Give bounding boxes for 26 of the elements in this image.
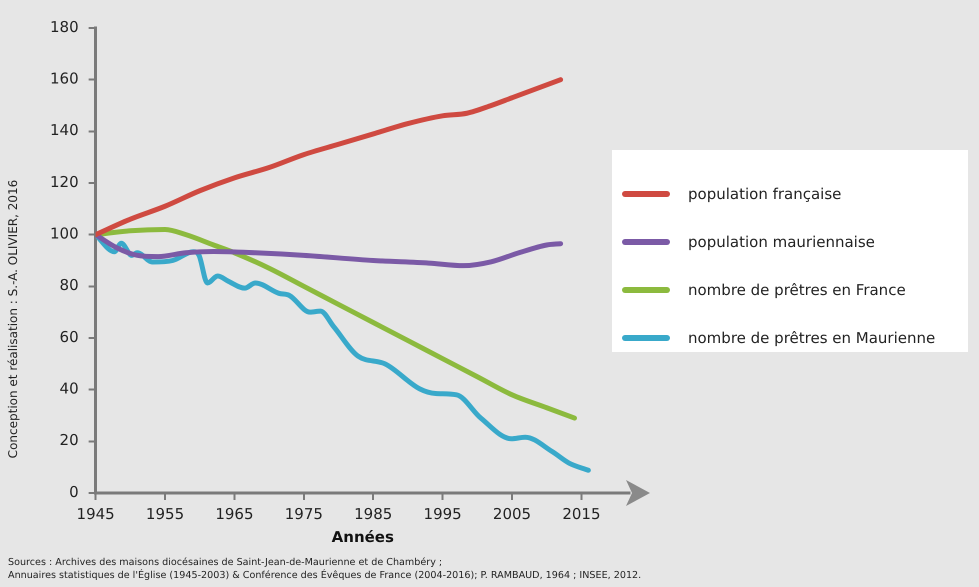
y-tick-label: 120 bbox=[50, 172, 79, 191]
text: Annuaires statistiques de l'Église (1945-2003) & Conférence des Évêques de France (2004-2016); P. RAMBAUD, 1964 ; INSEE, 2012. bbox=[8, 569, 642, 582]
legend-label: nombre de prêtres en France bbox=[688, 281, 906, 299]
y-tick-label: 20 bbox=[60, 431, 79, 450]
y-tick-label: 160 bbox=[50, 70, 79, 88]
x-tick-label: 2005 bbox=[492, 504, 532, 523]
y-tick-label: 180 bbox=[50, 18, 79, 36]
text: Conception et réalisation : S.-A. OLIVIER, 2016 bbox=[6, 178, 20, 460]
source-note: Sources : Archives des maisons diocésaines de Saint-Jean-de-Maurienne et de Chambéry ; bbox=[8, 556, 444, 569]
y-tick-label: 140 bbox=[50, 121, 79, 140]
x-tick-label: 1975 bbox=[284, 504, 323, 523]
y-tick-label: 60 bbox=[60, 328, 79, 346]
x-tick-label: 1955 bbox=[146, 504, 184, 523]
legend-label: nombre de prêtres en Maurienne bbox=[688, 329, 936, 347]
x-tick-label: 1995 bbox=[424, 504, 462, 523]
x-tick-label: 1985 bbox=[354, 504, 392, 523]
y-tick-label: 80 bbox=[60, 276, 79, 294]
y-tick-label: 100 bbox=[50, 224, 79, 243]
y-tick-label: 40 bbox=[60, 380, 79, 398]
x-tick-label: 2015 bbox=[562, 504, 601, 523]
x-tick-label: 1945 bbox=[76, 504, 115, 523]
legend-label: population mauriennaise bbox=[688, 233, 875, 251]
y-tick-label: 0 bbox=[69, 482, 79, 501]
x-axis-title: Années bbox=[330, 528, 395, 546]
x-tick-label: 1965 bbox=[215, 504, 254, 523]
legend-label: population française bbox=[688, 185, 842, 203]
